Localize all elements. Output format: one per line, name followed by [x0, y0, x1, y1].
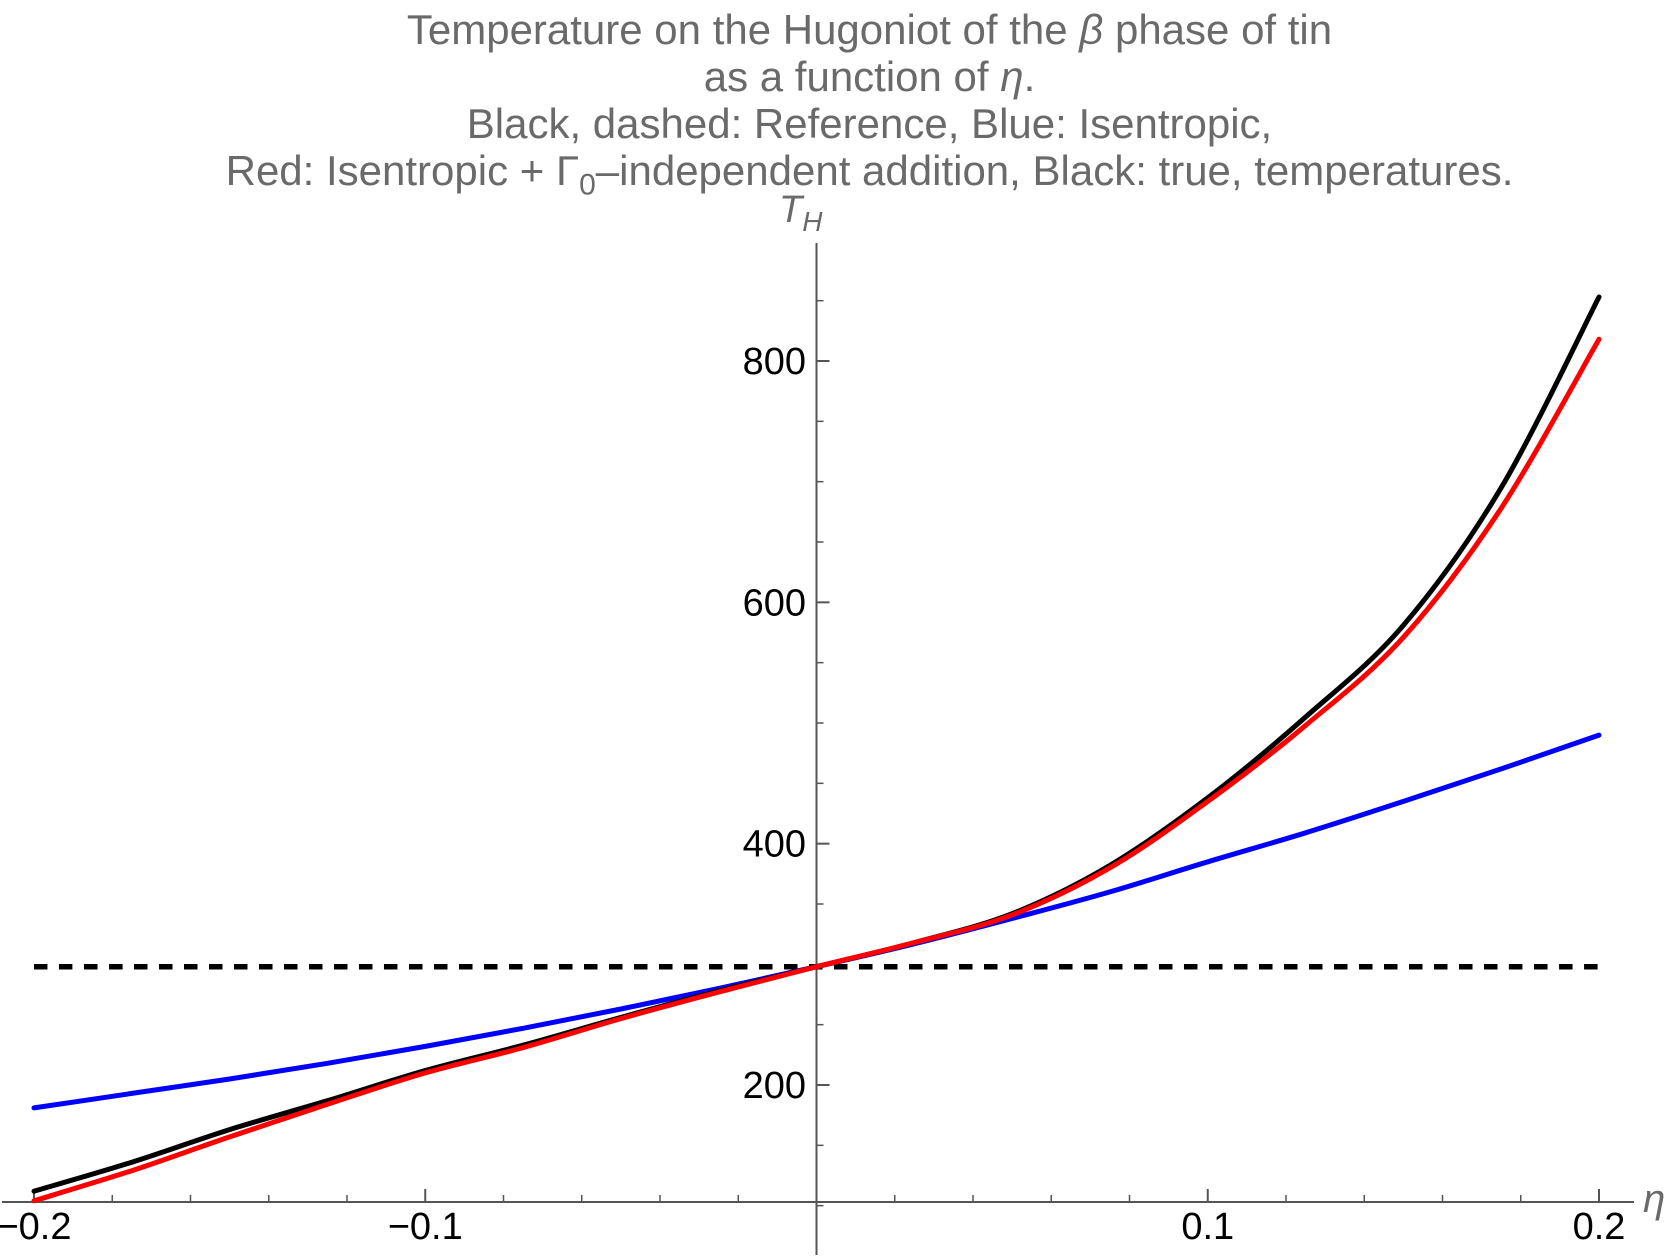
- x-axis-tick-label: −0.2: [0, 1206, 72, 1248]
- curve-isentropic-0-independent-addition: [31, 336, 1602, 1204]
- x-axis-tick-label: 0.1: [1181, 1206, 1234, 1248]
- y-axis-tick-label: 400: [743, 824, 806, 866]
- y-axis-tick-label: 600: [743, 582, 806, 624]
- plot-title: Temperature on the Hugoniot of the β pha…: [36, 6, 1667, 202]
- title-line-3: Black, dashed: Reference, Blue: Isentrop…: [466, 100, 1273, 147]
- x-axis-label: η: [1643, 1177, 1665, 1221]
- title-line-2: as a function of η.: [703, 53, 1036, 100]
- y-axis-tick-label: 200: [743, 1065, 806, 1107]
- x-axis-tick-label: 0.2: [1573, 1206, 1626, 1248]
- y-axis-label: TH: [779, 189, 823, 237]
- x-axis-tick-label: −0.1: [388, 1206, 463, 1248]
- y-axis-tick-label: 800: [743, 341, 806, 383]
- title-line-4: Red: Isentropic + Γ0–independent additio…: [225, 147, 1514, 202]
- title-line-1: Temperature on the Hugoniot of the β pha…: [406, 6, 1333, 53]
